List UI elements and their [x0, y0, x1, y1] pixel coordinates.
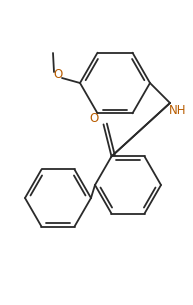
Text: NH: NH [169, 105, 187, 117]
Text: O: O [53, 69, 63, 81]
Text: O: O [89, 112, 98, 125]
